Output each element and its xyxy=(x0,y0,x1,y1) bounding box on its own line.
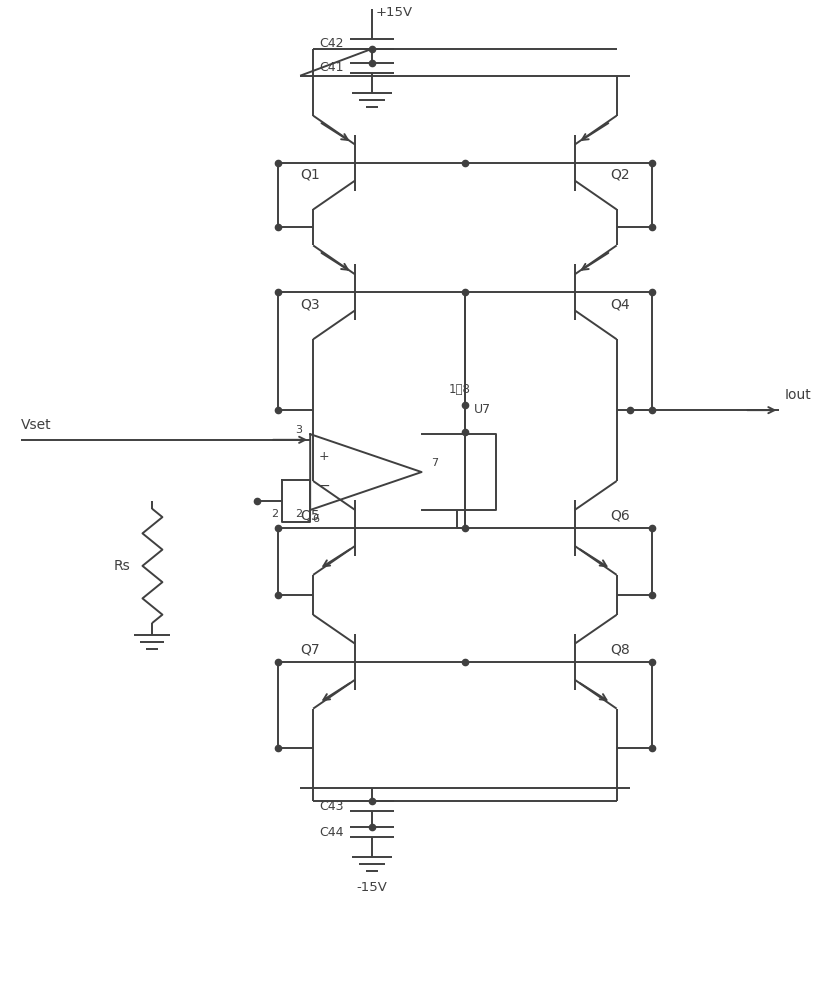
Text: +: + xyxy=(318,450,329,463)
Text: C43: C43 xyxy=(320,800,344,813)
Text: +15V: +15V xyxy=(376,6,413,19)
Text: Q8: Q8 xyxy=(610,643,630,657)
Text: 2: 2 xyxy=(295,509,302,519)
Text: Q3: Q3 xyxy=(300,297,320,311)
Text: Q4: Q4 xyxy=(610,297,630,311)
Text: Q1: Q1 xyxy=(300,168,320,182)
Text: 1、8: 1、8 xyxy=(449,383,471,396)
Text: Q5: Q5 xyxy=(300,509,320,523)
Text: -15V: -15V xyxy=(357,881,388,894)
Text: 2: 2 xyxy=(271,509,278,519)
Text: Q6: Q6 xyxy=(610,509,630,523)
Text: Q7: Q7 xyxy=(300,643,320,657)
Text: 6: 6 xyxy=(312,514,319,524)
Text: Rs: Rs xyxy=(114,559,131,573)
Text: −: − xyxy=(318,479,330,493)
Text: C42: C42 xyxy=(320,37,344,50)
Text: 7: 7 xyxy=(432,458,438,468)
Text: C44: C44 xyxy=(320,826,344,839)
Text: 3: 3 xyxy=(295,425,302,435)
Text: C41: C41 xyxy=(320,61,344,74)
Text: Iout: Iout xyxy=(784,388,811,402)
Text: Q2: Q2 xyxy=(610,168,630,182)
Text: Vset: Vset xyxy=(20,418,52,432)
Text: U7: U7 xyxy=(474,403,492,416)
